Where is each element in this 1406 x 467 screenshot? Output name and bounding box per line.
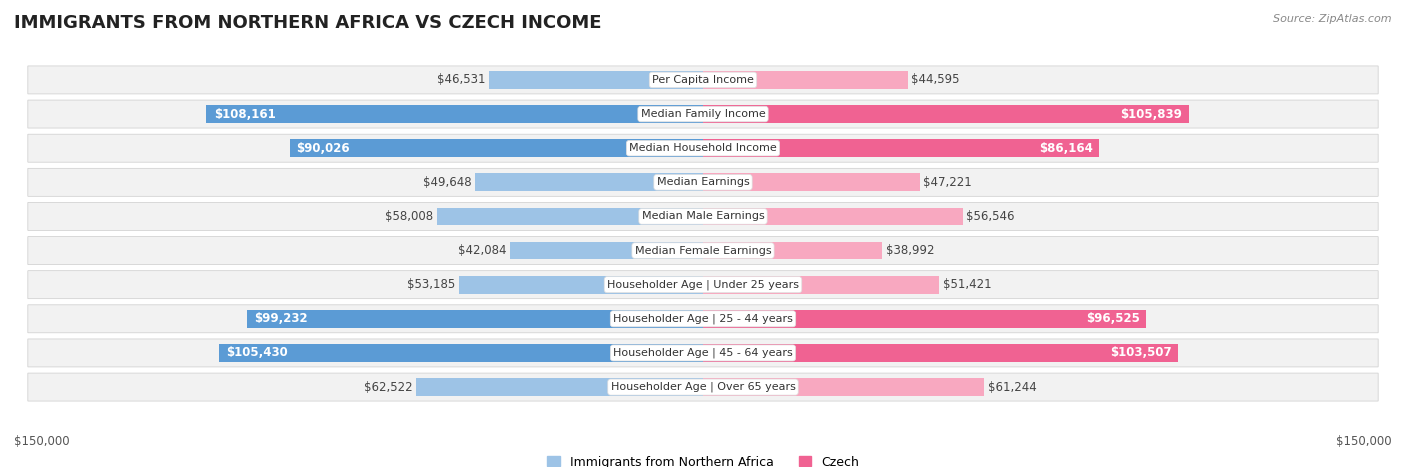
- Text: $105,839: $105,839: [1121, 107, 1182, 120]
- Text: $53,185: $53,185: [406, 278, 456, 291]
- Text: Median Family Income: Median Family Income: [641, 109, 765, 119]
- Text: Householder Age | Under 25 years: Householder Age | Under 25 years: [607, 279, 799, 290]
- Bar: [458, 276, 703, 294]
- Text: Median Female Earnings: Median Female Earnings: [634, 246, 772, 255]
- Bar: [703, 105, 1189, 123]
- Text: $56,546: $56,546: [966, 210, 1015, 223]
- Text: $58,008: $58,008: [385, 210, 433, 223]
- Bar: [703, 276, 939, 294]
- Bar: [703, 344, 1178, 362]
- Text: $47,221: $47,221: [924, 176, 972, 189]
- Bar: [489, 71, 703, 89]
- Text: $90,026: $90,026: [295, 142, 349, 155]
- FancyBboxPatch shape: [28, 339, 1378, 367]
- Bar: [247, 310, 703, 328]
- Text: $86,164: $86,164: [1039, 142, 1092, 155]
- Bar: [219, 344, 703, 362]
- Bar: [510, 242, 703, 260]
- Legend: Immigrants from Northern Africa, Czech: Immigrants from Northern Africa, Czech: [547, 456, 859, 467]
- Text: Householder Age | Over 65 years: Householder Age | Over 65 years: [610, 382, 796, 392]
- Bar: [703, 173, 920, 191]
- Text: Median Earnings: Median Earnings: [657, 177, 749, 187]
- Bar: [703, 207, 963, 225]
- Text: Median Male Earnings: Median Male Earnings: [641, 212, 765, 221]
- FancyBboxPatch shape: [28, 134, 1378, 162]
- Bar: [703, 310, 1146, 328]
- Text: $105,430: $105,430: [226, 347, 288, 360]
- Bar: [703, 242, 882, 260]
- Bar: [703, 378, 984, 396]
- Text: $42,084: $42,084: [458, 244, 506, 257]
- Bar: [207, 105, 703, 123]
- Bar: [703, 71, 908, 89]
- Text: Householder Age | 25 - 44 years: Householder Age | 25 - 44 years: [613, 313, 793, 324]
- Text: $38,992: $38,992: [886, 244, 934, 257]
- Text: $150,000: $150,000: [14, 435, 70, 448]
- Text: $99,232: $99,232: [254, 312, 308, 325]
- Bar: [416, 378, 703, 396]
- FancyBboxPatch shape: [28, 305, 1378, 333]
- Text: $61,244: $61,244: [988, 381, 1036, 394]
- Bar: [437, 207, 703, 225]
- FancyBboxPatch shape: [28, 203, 1378, 230]
- FancyBboxPatch shape: [28, 100, 1378, 128]
- Text: $49,648: $49,648: [423, 176, 471, 189]
- Bar: [290, 139, 703, 157]
- Text: $44,595: $44,595: [911, 73, 960, 86]
- Bar: [703, 139, 1098, 157]
- Text: IMMIGRANTS FROM NORTHERN AFRICA VS CZECH INCOME: IMMIGRANTS FROM NORTHERN AFRICA VS CZECH…: [14, 14, 602, 32]
- Text: $103,507: $103,507: [1109, 347, 1171, 360]
- Bar: [475, 173, 703, 191]
- Text: Source: ZipAtlas.com: Source: ZipAtlas.com: [1274, 14, 1392, 24]
- Text: Per Capita Income: Per Capita Income: [652, 75, 754, 85]
- Text: $96,525: $96,525: [1085, 312, 1140, 325]
- Text: Householder Age | 45 - 64 years: Householder Age | 45 - 64 years: [613, 348, 793, 358]
- Text: $62,522: $62,522: [364, 381, 412, 394]
- FancyBboxPatch shape: [28, 237, 1378, 264]
- Text: $46,531: $46,531: [437, 73, 486, 86]
- FancyBboxPatch shape: [28, 271, 1378, 299]
- FancyBboxPatch shape: [28, 66, 1378, 94]
- Text: $150,000: $150,000: [1336, 435, 1392, 448]
- Text: $108,161: $108,161: [214, 107, 276, 120]
- FancyBboxPatch shape: [28, 373, 1378, 401]
- FancyBboxPatch shape: [28, 168, 1378, 196]
- Text: Median Household Income: Median Household Income: [628, 143, 778, 153]
- Text: $51,421: $51,421: [942, 278, 991, 291]
